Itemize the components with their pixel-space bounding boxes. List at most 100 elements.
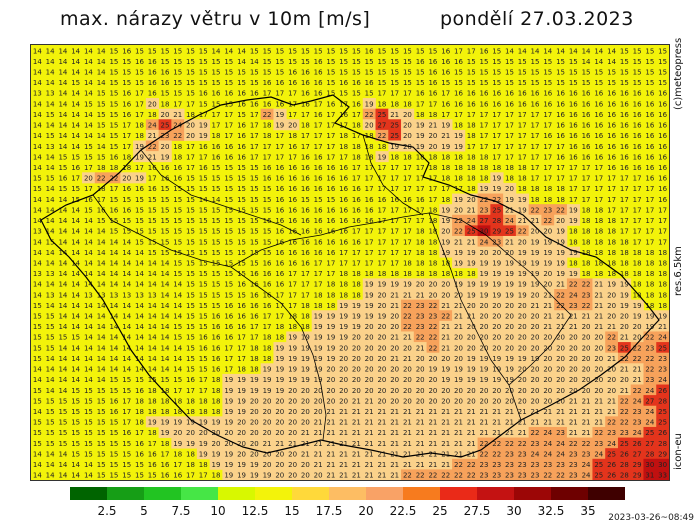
wind-cell: [503, 257, 517, 269]
wind-value: 14: [46, 100, 55, 108]
wind-value: 18: [186, 461, 195, 469]
wind-value: 16: [633, 143, 642, 151]
wind-value: 20: [556, 217, 565, 225]
wind-value: 21: [607, 355, 616, 363]
wind-value: 15: [135, 217, 144, 225]
wind-value: 16: [543, 100, 552, 108]
wind-value: 20: [339, 376, 348, 384]
wind-cell: [554, 352, 568, 364]
wind-cell: [298, 342, 313, 354]
wind-cell: [235, 448, 249, 460]
wind-value: 19: [161, 153, 170, 161]
wind-value: 17: [326, 259, 335, 267]
wind-value: 21: [403, 355, 412, 363]
wind-value: 20: [531, 387, 540, 395]
wind-value: 18: [122, 153, 131, 161]
wind-value: 20: [454, 344, 463, 352]
wind-cell: [566, 448, 581, 460]
wind-value: 14: [58, 47, 67, 55]
wind-cell: [82, 172, 96, 184]
wind-cell: [439, 278, 453, 290]
wind-cell: [439, 214, 453, 226]
wind-value: 18: [645, 259, 654, 267]
wind-value: 22: [531, 429, 540, 437]
wind-value: 19: [275, 111, 284, 119]
wind-cell: [541, 395, 555, 407]
wind-cell: [503, 342, 517, 354]
wind-value: 15: [186, 334, 195, 342]
wind-value: 22: [97, 175, 106, 183]
wind-value: 17: [301, 281, 310, 289]
legend-tick-label: 5: [140, 504, 148, 518]
wind-value: 14: [135, 323, 144, 331]
wind-value: 17: [352, 164, 361, 172]
wind-value: 16: [250, 313, 259, 321]
wind-value: 14: [97, 313, 106, 321]
wind-value: 17: [275, 90, 284, 98]
wind-value: 25: [620, 440, 629, 448]
wind-value: 16: [645, 111, 654, 119]
wind-value: 14: [58, 249, 67, 257]
wind-cell: [503, 458, 517, 470]
wind-value: 16: [377, 196, 386, 204]
wind-value: 20: [428, 291, 437, 299]
wind-value: 19: [148, 419, 157, 427]
wind-value: 16: [161, 79, 170, 87]
wind-value: 19: [492, 185, 501, 193]
wind-value: 20: [505, 334, 514, 342]
wind-value: 22: [582, 281, 591, 289]
wind-value: 16: [301, 259, 310, 267]
wind-value: 14: [109, 270, 118, 278]
wind-value: 14: [58, 79, 67, 87]
wind-value: 15: [186, 228, 195, 236]
wind-value: 15: [161, 196, 170, 204]
wind-cell: [286, 458, 300, 470]
wind-value: 17: [416, 175, 425, 183]
wind-value: 23: [492, 461, 501, 469]
wind-cell: [541, 204, 555, 216]
wind-value: 17: [480, 111, 489, 119]
wind-value: 21: [428, 461, 437, 469]
wind-value: 15: [339, 69, 348, 77]
wind-value: 15: [186, 217, 195, 225]
wind-value: 14: [58, 313, 67, 321]
wind-cell: [541, 246, 555, 258]
wind-value: 16: [492, 100, 501, 108]
wind-value: 15: [97, 440, 106, 448]
wind-cell: [490, 267, 504, 279]
wind-cell: [643, 416, 657, 428]
wind-value: 16: [58, 175, 67, 183]
wind-value-grid: 14 14 14 14 14 14 15 16 15 15 15 15 15 15 14 14 14 15 15 15…: [33, 47, 668, 479]
wind-value: 14: [173, 344, 182, 352]
wind-value: 17: [250, 132, 259, 140]
wind-cell: [311, 469, 325, 480]
wind-cell: [541, 373, 555, 385]
wind-value: 18: [454, 122, 463, 130]
wind-cell: [477, 395, 491, 407]
wind-cell: [477, 182, 491, 194]
legend-tick-label: 20: [358, 504, 374, 518]
wind-value: 15: [237, 249, 246, 257]
wind-value: 17: [492, 122, 501, 130]
wind-value: 20: [569, 376, 578, 384]
wind-value: 18: [569, 238, 578, 246]
wind-value: 16: [212, 313, 221, 321]
wind-value: 18: [148, 429, 157, 437]
wind-value: 16: [301, 249, 310, 257]
wind-value: 15: [173, 376, 182, 384]
wind-value: 16: [199, 344, 208, 352]
wind-cell: [592, 352, 606, 364]
wind-value: 22: [467, 472, 476, 480]
wind-value: 16: [173, 175, 182, 183]
wind-value: 14: [135, 313, 144, 321]
wind-value: 15: [109, 47, 118, 55]
wind-value: 16: [556, 90, 565, 98]
wind-value: 17: [531, 175, 540, 183]
wind-cell: [260, 448, 274, 460]
wind-value: 31: [645, 472, 654, 480]
wind-value: 14: [135, 249, 144, 257]
wind-cell: [452, 448, 466, 460]
wind-cell: [605, 395, 619, 407]
wind-value: 18: [428, 111, 437, 119]
wind-cell: [515, 320, 530, 332]
